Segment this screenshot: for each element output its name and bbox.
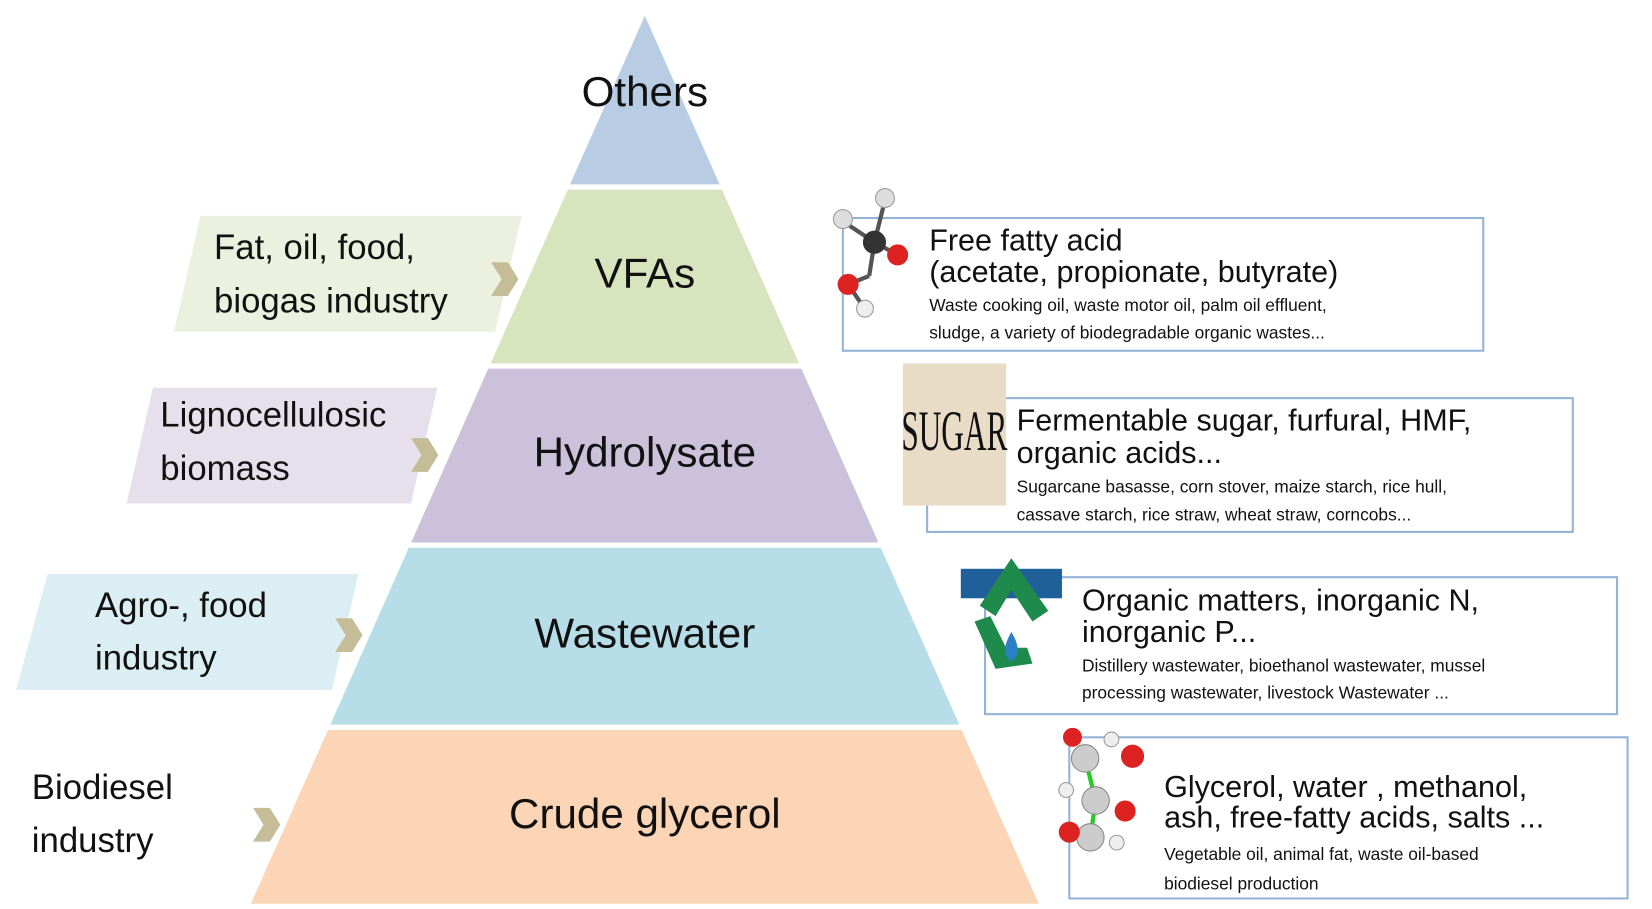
level-label: Hydrolysate — [534, 429, 756, 476]
details-description: Sugarcane basasse, corn stover, maize st… — [1017, 476, 1447, 496]
details-title: Glycerol, water , methanol, — [1164, 770, 1527, 804]
details-description: Waste cooking oil, waste motor oil, palm… — [929, 295, 1327, 315]
recycle-icon — [961, 558, 1062, 669]
diagram: Others VFAs Fat, oil, food, biogas industry… — [0, 0, 1652, 909]
source-label: industry — [32, 822, 154, 860]
details-description: biodiesel production — [1164, 873, 1318, 893]
level-label: VFAs — [594, 250, 695, 297]
arrow — [253, 808, 280, 842]
details-title: ash, free-fatty acids, salts ... — [1164, 801, 1544, 835]
details-description: sludge, a variety of biodegradable organ… — [929, 322, 1325, 342]
details-description: Distillery wastewater, bioethanol wastew… — [1082, 655, 1485, 675]
details-title: Free fatty acid — [929, 223, 1122, 257]
details-description: processing wastewater, livestock Wastewa… — [1082, 683, 1449, 703]
svg-text:SUGAR: SUGAR — [901, 399, 1007, 462]
sugar-icon: SUGAR — [901, 363, 1007, 505]
level-label: Wastewater — [534, 609, 755, 656]
source-label: biogas industry — [214, 283, 448, 321]
details-title: (acetate, propionate, butyrate) — [929, 255, 1338, 289]
details-title: inorganic P... — [1082, 615, 1256, 649]
molecule-icon — [833, 189, 908, 318]
level-label: Crude glycerol — [509, 790, 781, 837]
details-title: organic acids... — [1017, 436, 1222, 470]
molecule-icon — [1059, 728, 1144, 851]
source-label: biomass — [160, 450, 289, 488]
source-label: Biodiesel — [32, 769, 173, 807]
source-label: industry — [95, 640, 217, 678]
source-label: Agro-, food — [95, 587, 267, 625]
level-label: Others — [582, 68, 708, 115]
source-label: Fat, oil, food, — [214, 229, 415, 267]
details-title: Fermentable sugar, furfural, HMF, — [1017, 403, 1472, 437]
details-description: Vegetable oil, animal fat, waste oil-bas… — [1164, 844, 1479, 864]
details-title: Organic matters, inorganic N, — [1082, 584, 1479, 618]
details-description: cassave starch, rice straw, wheat straw,… — [1017, 505, 1412, 525]
source-label: Lignocellulosic — [160, 396, 386, 434]
